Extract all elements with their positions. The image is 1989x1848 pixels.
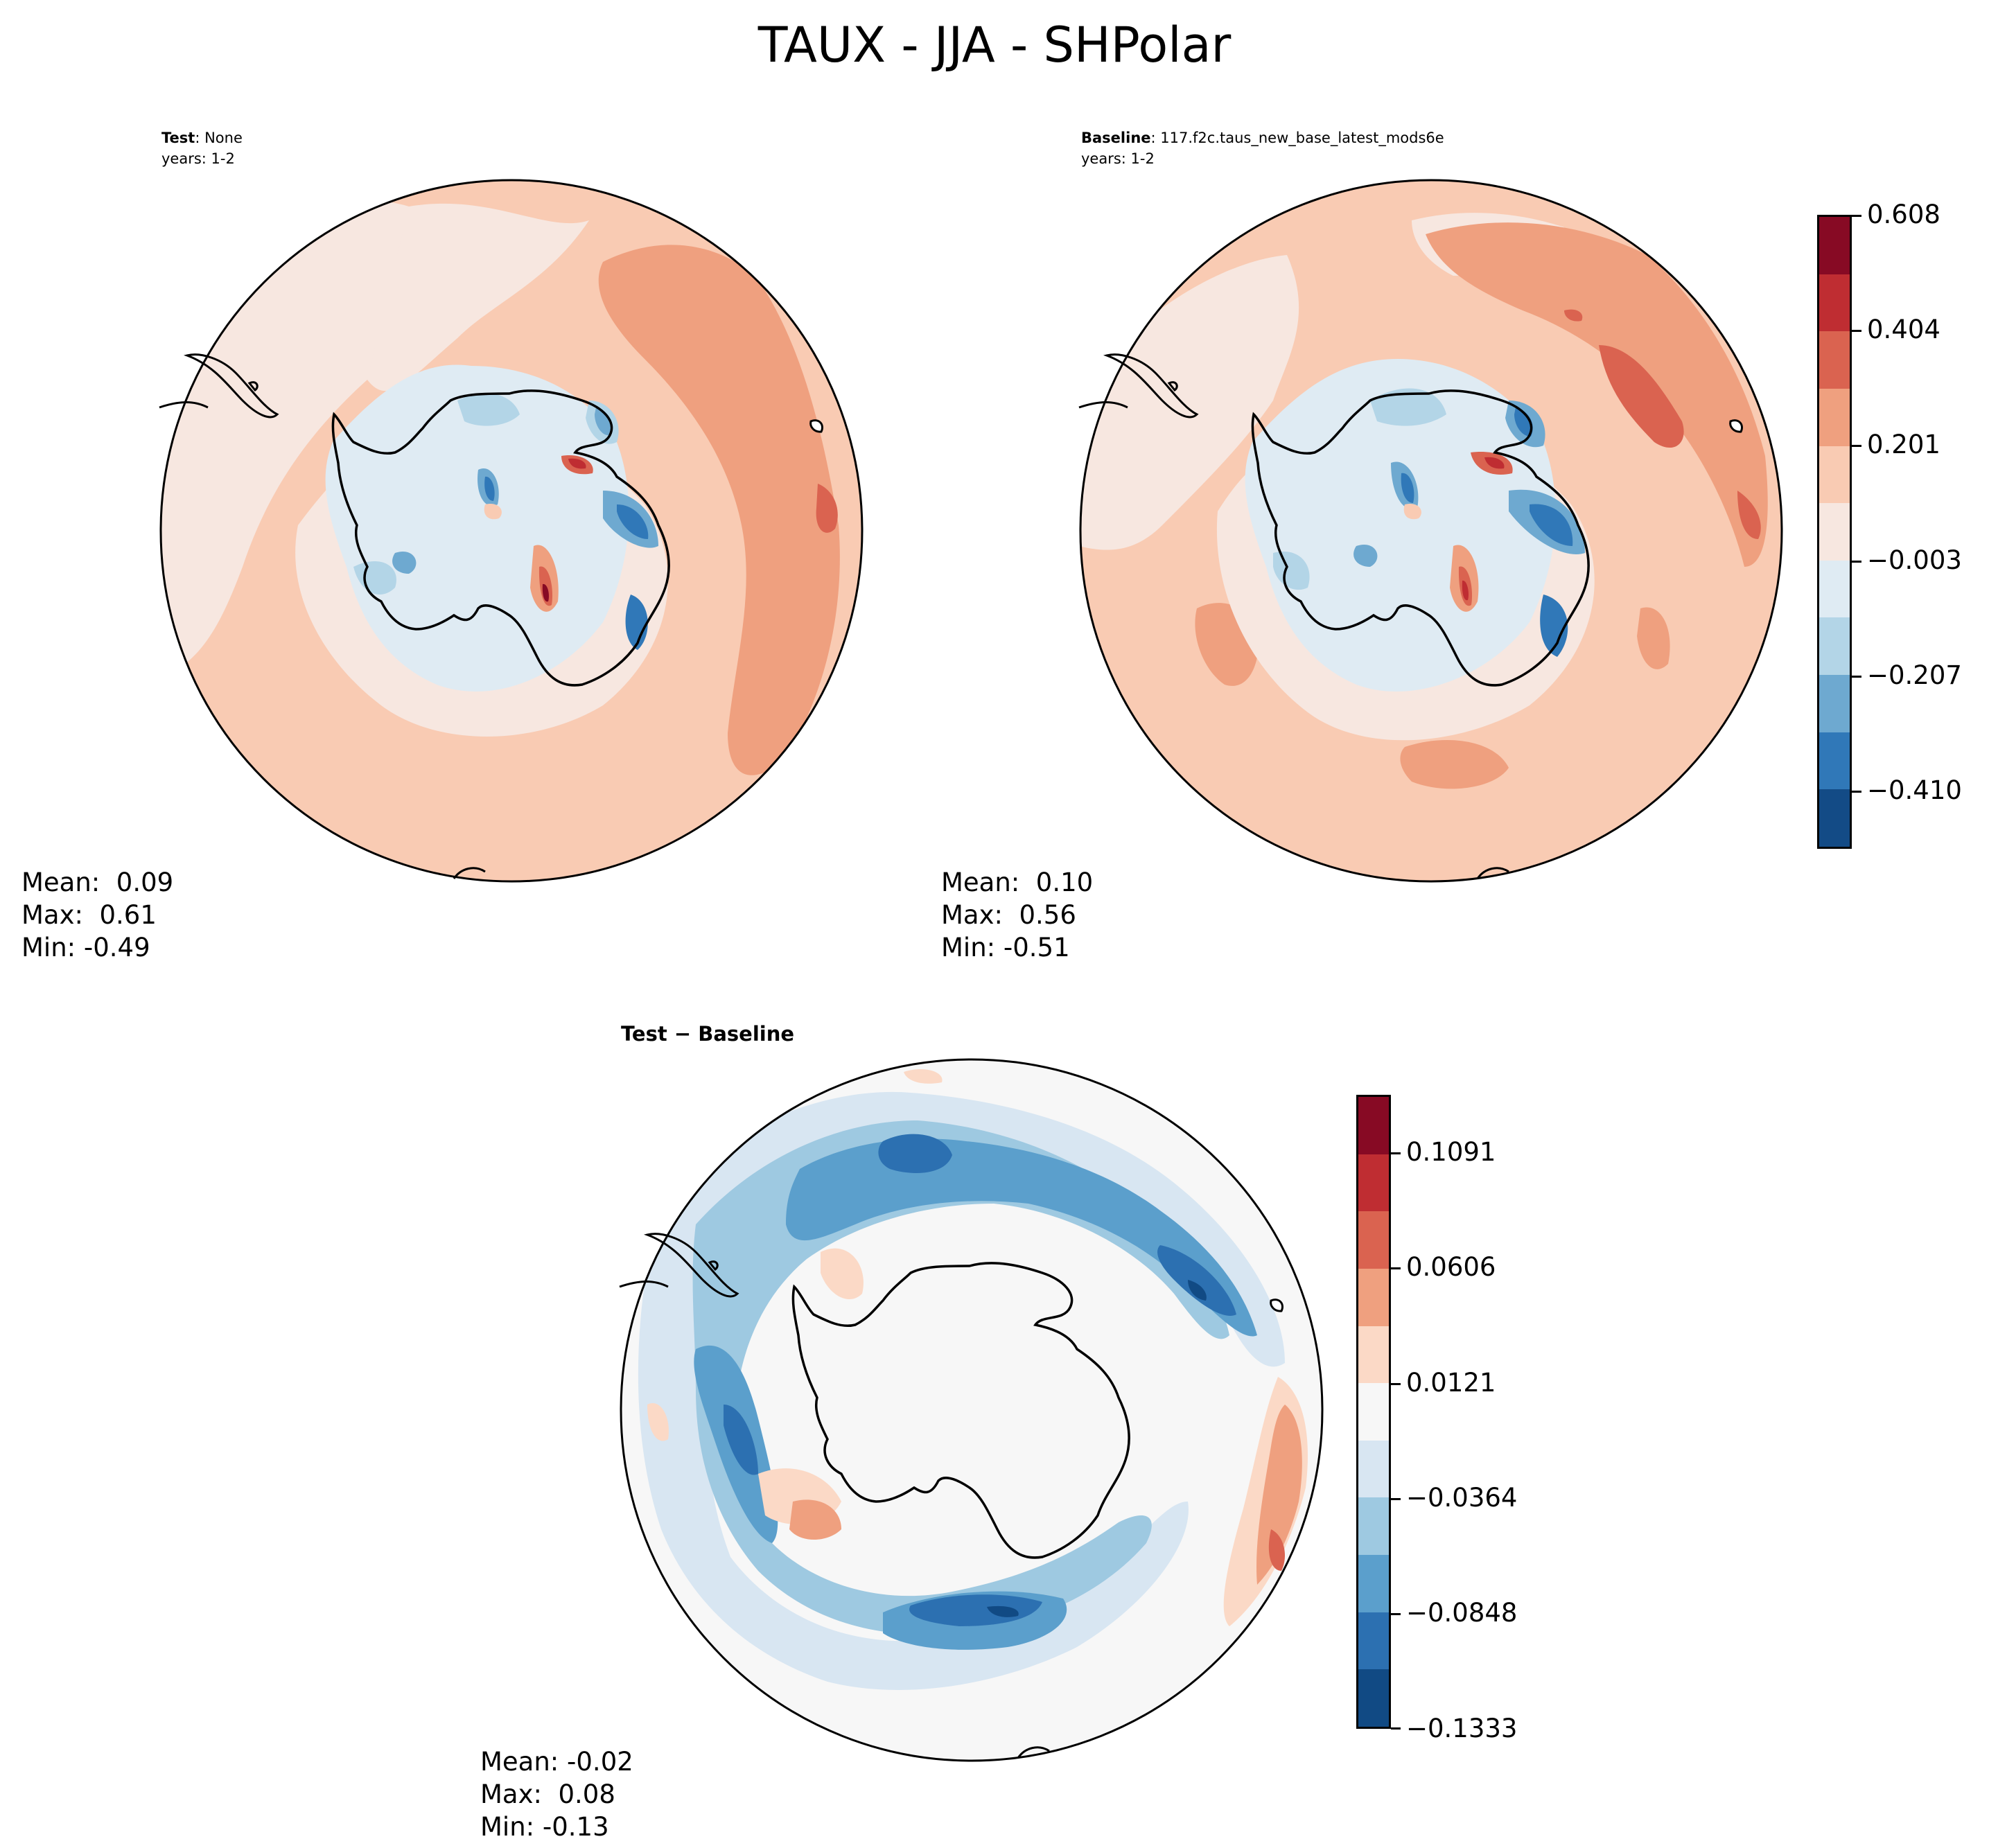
main-colorbar-tick-label: 0.404 — [1867, 315, 1940, 344]
diff-panel-title: Test − Baseline — [621, 1022, 794, 1046]
colorbar-segment — [1358, 1326, 1389, 1384]
diff-colorbar-tick — [1391, 1383, 1401, 1385]
colorbar-segment — [1819, 560, 1850, 618]
baseline-years: years: 1-2 — [1081, 150, 1155, 167]
colorbar-segment — [1819, 617, 1850, 676]
colorbar-segment — [1819, 789, 1850, 847]
diff-title-baseline: Baseline — [698, 1022, 795, 1046]
colorbar-segment — [1358, 1383, 1389, 1441]
main-colorbar-tick-label: 0.608 — [1867, 200, 1940, 229]
diff-colorbar-tick-label: 0.1091 — [1406, 1137, 1496, 1167]
figure-title: TAUX - JJA - SHPolar — [757, 17, 1232, 73]
baseline-stat-mean: Mean: 0.10 — [941, 868, 1094, 897]
baseline-stat-min: Min: -0.51 — [941, 933, 1070, 962]
diff-colorbar-tick-label: 0.0121 — [1406, 1368, 1496, 1398]
diff-colorbar-tick — [1391, 1727, 1401, 1730]
test-label-bold: Test — [161, 130, 195, 146]
main-colorbar-tick — [1852, 561, 1861, 563]
main-colorbar-box — [1817, 215, 1852, 849]
colorbar-segment — [1358, 1555, 1389, 1612]
colorbar-segment — [1358, 1154, 1389, 1212]
diff-title-test: Test — [621, 1022, 667, 1046]
colorbar-segment — [1358, 1211, 1389, 1269]
diff-colorbar-tick — [1391, 1267, 1401, 1269]
main-colorbar-tick — [1852, 215, 1861, 217]
test-stat-mean: Mean: 0.09 — [21, 868, 174, 897]
main-colorbar-tick — [1852, 791, 1861, 793]
colorbar-segment — [1358, 1440, 1389, 1498]
test-stat-max: Max: 0.61 — [21, 900, 157, 930]
colorbar-segment — [1819, 331, 1850, 389]
diff-colorbar-tick — [1391, 1498, 1401, 1500]
colorbar-segment — [1358, 1669, 1389, 1727]
colorbar-segment — [1819, 675, 1850, 732]
test-stat-min: Min: -0.49 — [21, 933, 150, 962]
baseline-label-bold: Baseline — [1081, 130, 1151, 146]
colorbar-segment — [1819, 274, 1850, 332]
colorbar-segment — [1819, 446, 1850, 504]
main-colorbar-tick-label: 0.201 — [1867, 430, 1940, 459]
test-stats: Mean: 0.09 Max: 0.61 Min: -0.49 — [21, 866, 173, 964]
colorbar-segment — [1819, 388, 1850, 446]
diff-colorbar-tick-label: −0.0848 — [1406, 1598, 1518, 1628]
test-label-rest: : None — [195, 130, 243, 146]
main-colorbar-tick-label: −0.410 — [1867, 775, 1962, 805]
baseline-stats: Mean: 0.10 Max: 0.56 Min: -0.51 — [941, 866, 1093, 964]
main-colorbar-tick-label: −0.003 — [1867, 545, 1962, 575]
baseline-label-rest: : 117.f2c.taus_new_base_latest_mods6e — [1150, 130, 1444, 146]
colorbar-segment — [1358, 1612, 1389, 1670]
main-colorbar-tick — [1852, 445, 1861, 447]
test-panel-label: Test: None years: 1-2 — [161, 127, 243, 169]
diff-colorbar-tick-label: 0.0606 — [1406, 1252, 1496, 1282]
main-colorbar: 0.608 0.404 0.201 −0.003 −0.207 −0.410 — [1817, 201, 1989, 849]
test-years: years: 1-2 — [161, 150, 235, 167]
colorbar-segment — [1358, 1497, 1389, 1556]
main-colorbar-tick-label: −0.207 — [1867, 660, 1962, 690]
diff-stat-mean: Mean: -0.02 — [480, 1747, 633, 1777]
diff-colorbar-tick — [1391, 1613, 1401, 1615]
colorbar-segment — [1819, 503, 1850, 561]
diff-stat-max: Max: 0.08 — [480, 1779, 615, 1809]
baseline-stat-max: Max: 0.56 — [941, 900, 1076, 930]
main-colorbar-tick — [1852, 330, 1861, 332]
diff-stats: Mean: -0.02 Max: 0.08 Min: -0.13 — [480, 1745, 633, 1843]
diff-colorbar: 0.1091 0.0606 0.0121 −0.0364 −0.0848 −0.… — [1356, 1095, 1557, 1743]
baseline-panel-label: Baseline: 117.f2c.taus_new_base_latest_m… — [1081, 127, 1444, 169]
diff-polar-map — [619, 1058, 1324, 1762]
main-colorbar-tick — [1852, 676, 1861, 678]
diff-colorbar-box — [1356, 1095, 1391, 1729]
diff-title-minus: − — [667, 1022, 699, 1046]
diff-colorbar-tick-label: −0.0364 — [1406, 1483, 1518, 1513]
colorbar-segment — [1358, 1097, 1389, 1154]
diff-colorbar-tick — [1391, 1152, 1401, 1154]
colorbar-segment — [1819, 732, 1850, 790]
colorbar-segment — [1358, 1268, 1389, 1326]
baseline-polar-map — [1078, 179, 1783, 883]
diff-stat-min: Min: -0.13 — [480, 1812, 609, 1842]
test-polar-map — [159, 179, 864, 883]
diff-colorbar-tick-label: −0.1333 — [1406, 1714, 1518, 1743]
colorbar-segment — [1819, 217, 1850, 274]
